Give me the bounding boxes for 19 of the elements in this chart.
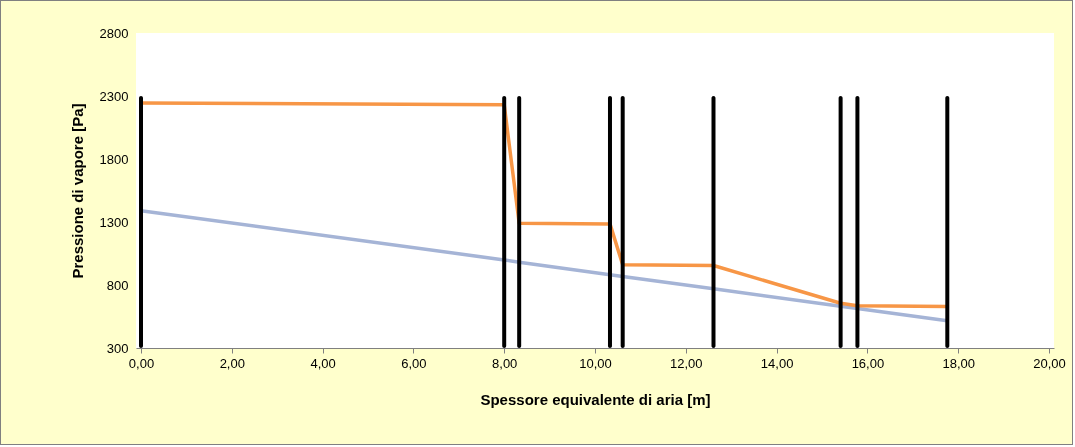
- x-tick-label: 4,00: [310, 355, 336, 371]
- x-tick-label: 10,00: [579, 355, 612, 371]
- x-tick-label: 18,00: [942, 355, 975, 371]
- x-tick-label: 14,00: [760, 355, 794, 371]
- y-axis-title: Pressione di vapore [Pa]: [68, 103, 86, 279]
- x-tick-label: 20,00: [1033, 355, 1066, 371]
- y-tick-label: 1800: [99, 151, 129, 167]
- y-tick-label: 300: [106, 340, 129, 356]
- y-tick-label: 800: [106, 277, 129, 293]
- y-tick-label: 1300: [99, 214, 129, 230]
- y-tick-label: 2300: [99, 88, 129, 104]
- x-tick-label: 0,00: [128, 355, 155, 371]
- x-tick-label: 12,00: [670, 355, 703, 371]
- x-tick-label: 8,00: [492, 355, 518, 371]
- x-tick-label: 6,00: [401, 355, 427, 371]
- x-tick-label: 2,00: [219, 355, 245, 371]
- y-tick-label: 2800: [99, 25, 129, 41]
- x-axis-title: Spessore equivalente di aria [m]: [480, 390, 711, 408]
- x-tick-label: 16,00: [851, 355, 885, 371]
